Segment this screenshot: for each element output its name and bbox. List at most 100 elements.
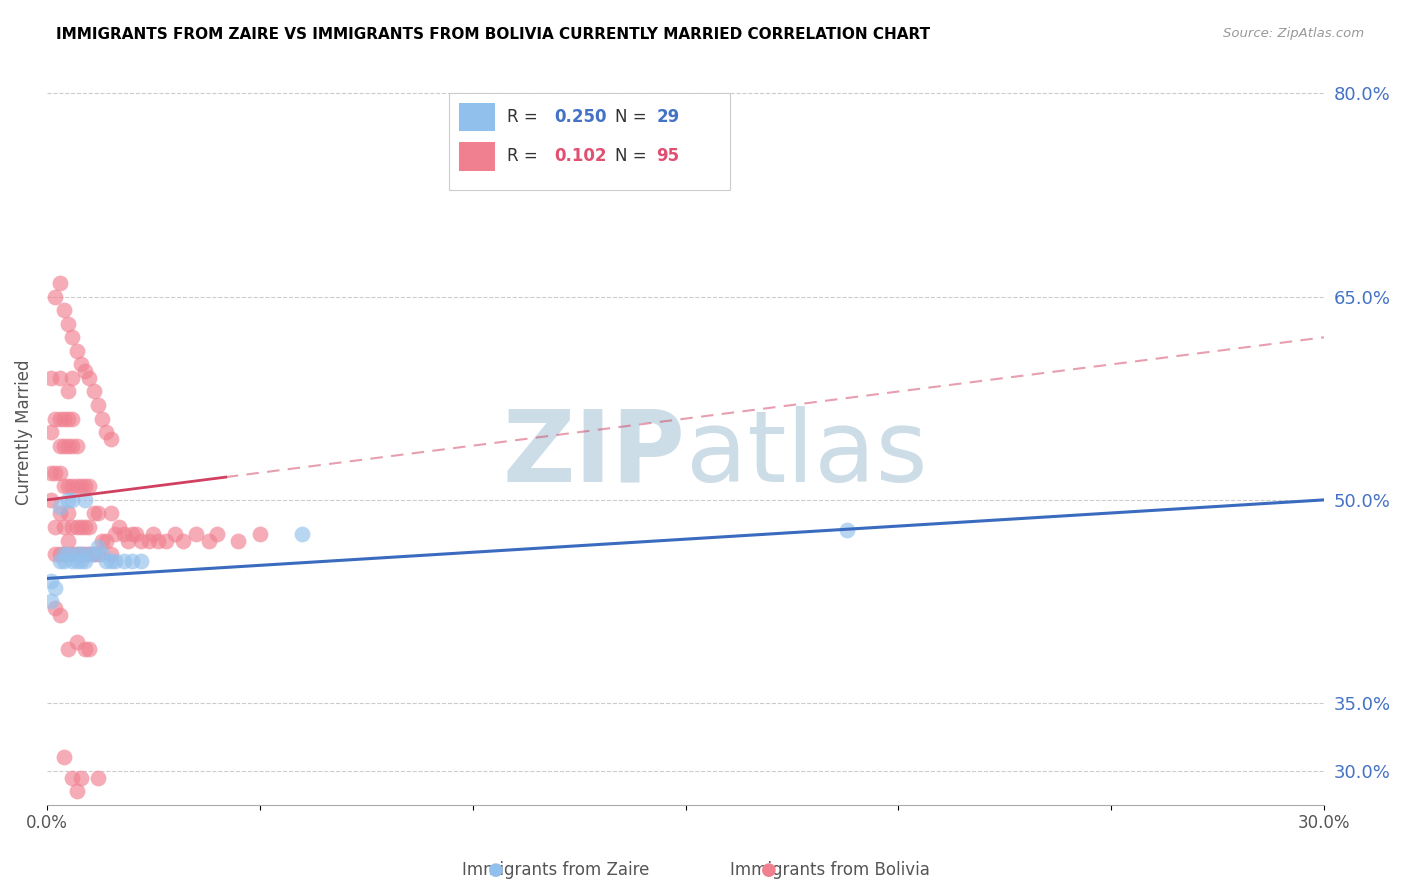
Point xyxy=(44,290,66,304)
Point xyxy=(48,411,70,425)
Point xyxy=(91,411,114,425)
Point xyxy=(44,547,66,561)
Point xyxy=(100,554,122,568)
Point xyxy=(52,439,75,453)
Point xyxy=(83,547,105,561)
Point xyxy=(129,554,152,568)
Point xyxy=(62,330,84,344)
Text: 0.102: 0.102 xyxy=(554,147,606,165)
Point xyxy=(75,492,97,507)
Text: 95: 95 xyxy=(657,147,679,165)
Point xyxy=(163,526,186,541)
Point xyxy=(104,526,127,541)
Point xyxy=(62,771,84,785)
Point xyxy=(48,500,70,514)
Point xyxy=(48,466,70,480)
Text: ZIP: ZIP xyxy=(503,406,686,503)
Point xyxy=(117,533,139,548)
Point xyxy=(96,533,118,548)
Point xyxy=(79,479,101,493)
Point xyxy=(87,398,110,412)
Point xyxy=(52,303,75,318)
Point xyxy=(39,466,62,480)
Point xyxy=(96,425,118,439)
Point xyxy=(66,439,89,453)
Text: atlas: atlas xyxy=(686,406,927,503)
Point xyxy=(70,358,93,372)
Point xyxy=(70,547,93,561)
Text: R =: R = xyxy=(506,108,543,126)
Text: Source: ZipAtlas.com: Source: ZipAtlas.com xyxy=(1223,27,1364,40)
Point xyxy=(121,554,143,568)
Point xyxy=(75,479,97,493)
FancyBboxPatch shape xyxy=(460,143,495,170)
Point xyxy=(52,554,75,568)
Text: ●: ● xyxy=(488,861,505,879)
Point xyxy=(96,554,118,568)
Point xyxy=(91,533,114,548)
Point xyxy=(44,466,66,480)
Point xyxy=(205,526,228,541)
Point xyxy=(138,533,160,548)
Point xyxy=(87,771,110,785)
Point xyxy=(129,533,152,548)
Point xyxy=(184,526,207,541)
Point xyxy=(48,371,70,385)
Point xyxy=(56,547,79,561)
Point xyxy=(44,520,66,534)
Point xyxy=(52,547,75,561)
Point xyxy=(100,547,122,561)
Point xyxy=(87,541,110,555)
Point xyxy=(66,547,89,561)
Point xyxy=(112,526,135,541)
Point xyxy=(56,492,79,507)
Point xyxy=(56,411,79,425)
Point xyxy=(75,520,97,534)
Point xyxy=(79,520,101,534)
Point xyxy=(62,520,84,534)
Point xyxy=(100,507,122,521)
Point xyxy=(56,317,79,331)
Point xyxy=(837,523,859,537)
Point xyxy=(56,507,79,521)
Point xyxy=(108,520,131,534)
Point xyxy=(62,554,84,568)
Point xyxy=(44,601,66,615)
Point xyxy=(83,384,105,399)
Point xyxy=(146,533,169,548)
Text: ●: ● xyxy=(761,861,778,879)
Point xyxy=(100,432,122,446)
Point xyxy=(62,547,84,561)
Point xyxy=(70,771,93,785)
Point xyxy=(62,439,84,453)
Point xyxy=(62,479,84,493)
Point xyxy=(75,641,97,656)
Point xyxy=(79,547,101,561)
Text: N =: N = xyxy=(616,108,652,126)
Point xyxy=(249,526,271,541)
Point xyxy=(48,554,70,568)
Point xyxy=(39,425,62,439)
Point xyxy=(155,533,177,548)
Point xyxy=(52,479,75,493)
Point xyxy=(48,439,70,453)
Point xyxy=(228,533,250,548)
Point xyxy=(56,641,79,656)
Point xyxy=(52,547,75,561)
Point xyxy=(79,547,101,561)
Point xyxy=(39,594,62,608)
Point xyxy=(56,479,79,493)
Point xyxy=(52,520,75,534)
Point xyxy=(48,547,70,561)
Point xyxy=(44,411,66,425)
Point xyxy=(291,526,314,541)
FancyBboxPatch shape xyxy=(450,93,730,190)
Point xyxy=(56,439,79,453)
Point xyxy=(121,526,143,541)
Point xyxy=(70,547,93,561)
Point xyxy=(142,526,165,541)
Text: R =: R = xyxy=(506,147,543,165)
Point xyxy=(66,343,89,358)
Text: IMMIGRANTS FROM ZAIRE VS IMMIGRANTS FROM BOLIVIA CURRENTLY MARRIED CORRELATION C: IMMIGRANTS FROM ZAIRE VS IMMIGRANTS FROM… xyxy=(56,27,931,42)
Y-axis label: Currently Married: Currently Married xyxy=(15,359,32,505)
